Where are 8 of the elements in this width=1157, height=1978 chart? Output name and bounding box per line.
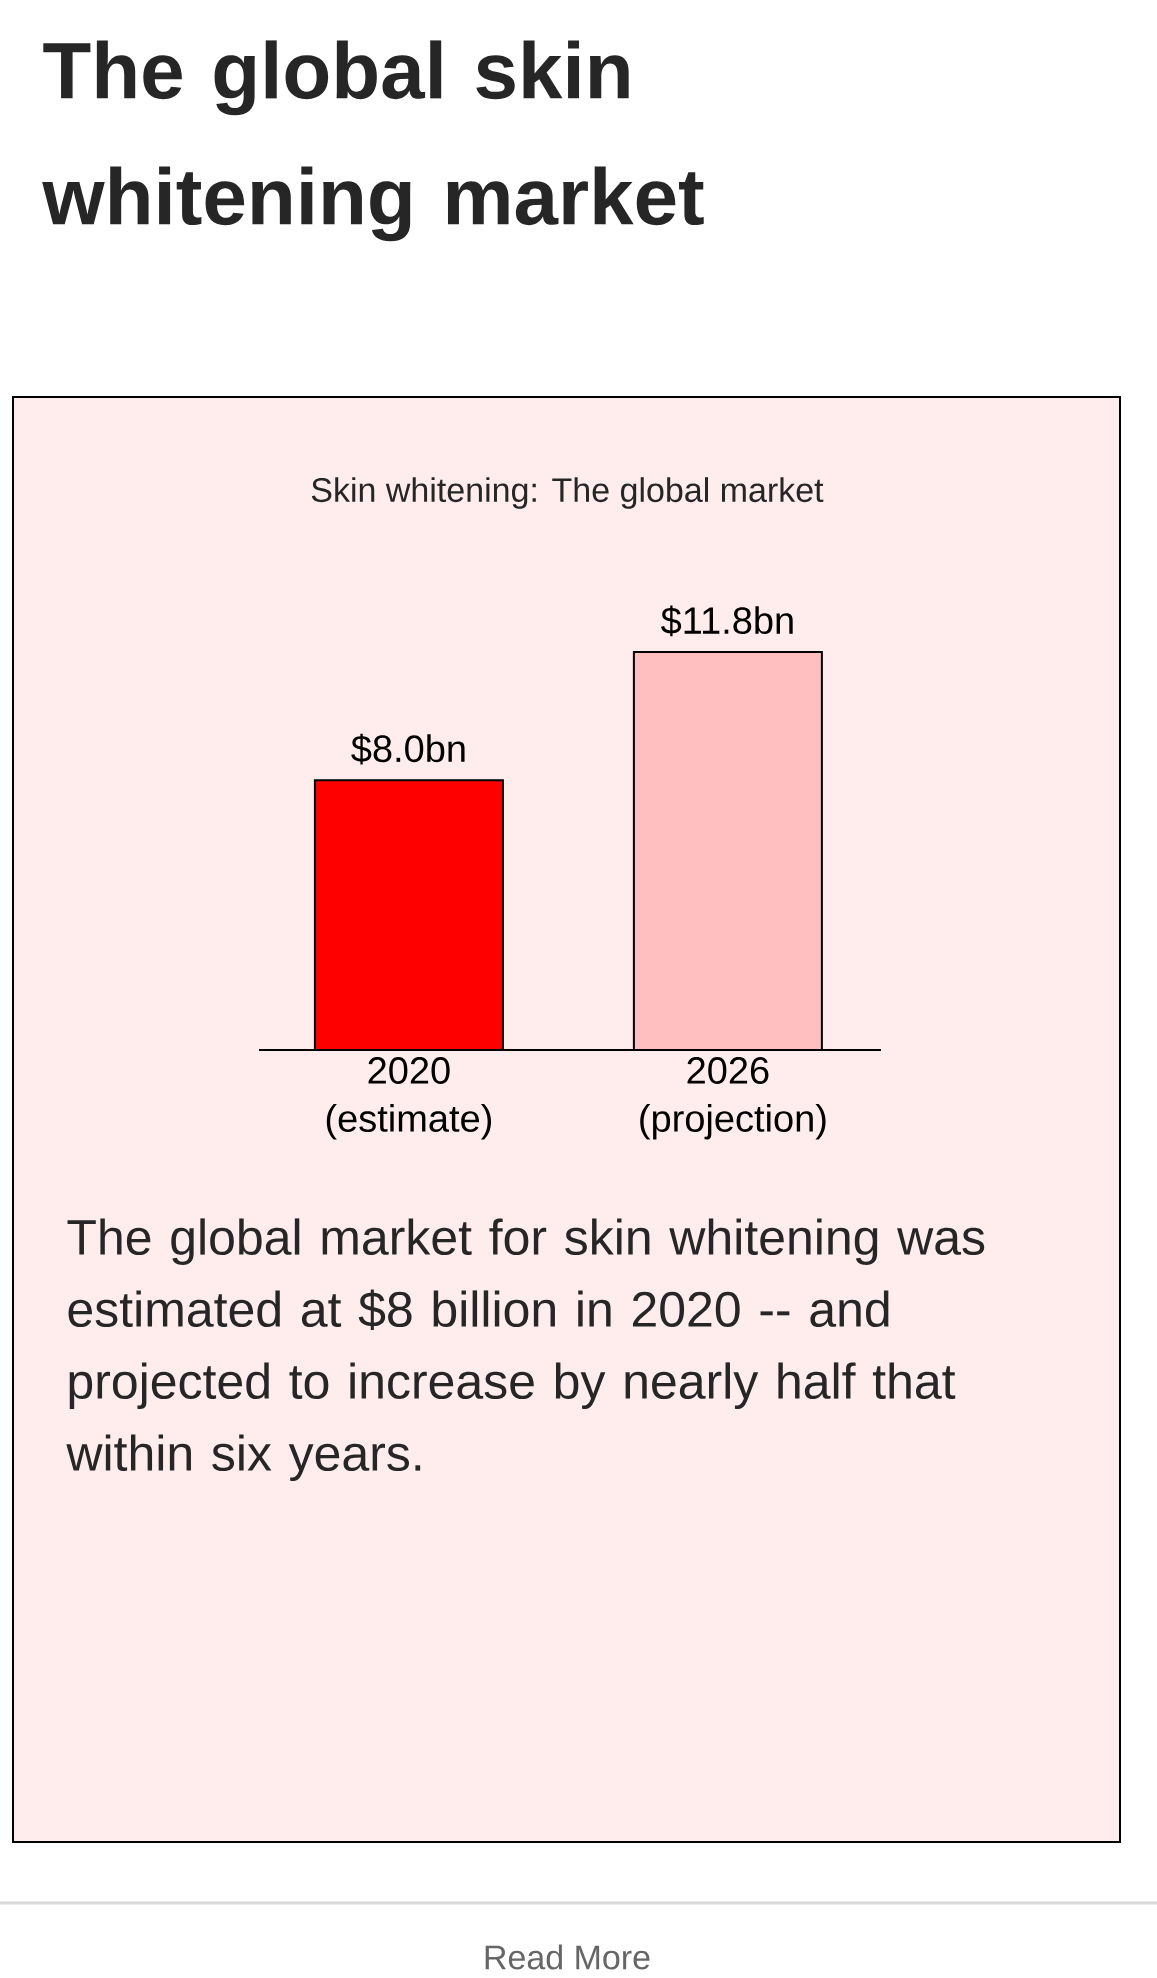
chart-title: The global skin whitening market	[42, 40, 704, 242]
text: Read More	[485, 1944, 650, 1970]
x-tick-label: 2020 (estimate)	[326, 1057, 491, 1140]
x-tick-label: 2026 (projection)	[640, 1057, 826, 1140]
data-label: $11.8bn	[661, 605, 793, 637]
chart-subtitle: Skin whitening: The global market	[311, 477, 824, 509]
data-label: $8.0bn	[351, 733, 465, 765]
text: The global market for skin whitening was estimated at $8 billion in 2020 -- and projected to increase by nearly half that within six years.	[66, 1218, 985, 1481]
